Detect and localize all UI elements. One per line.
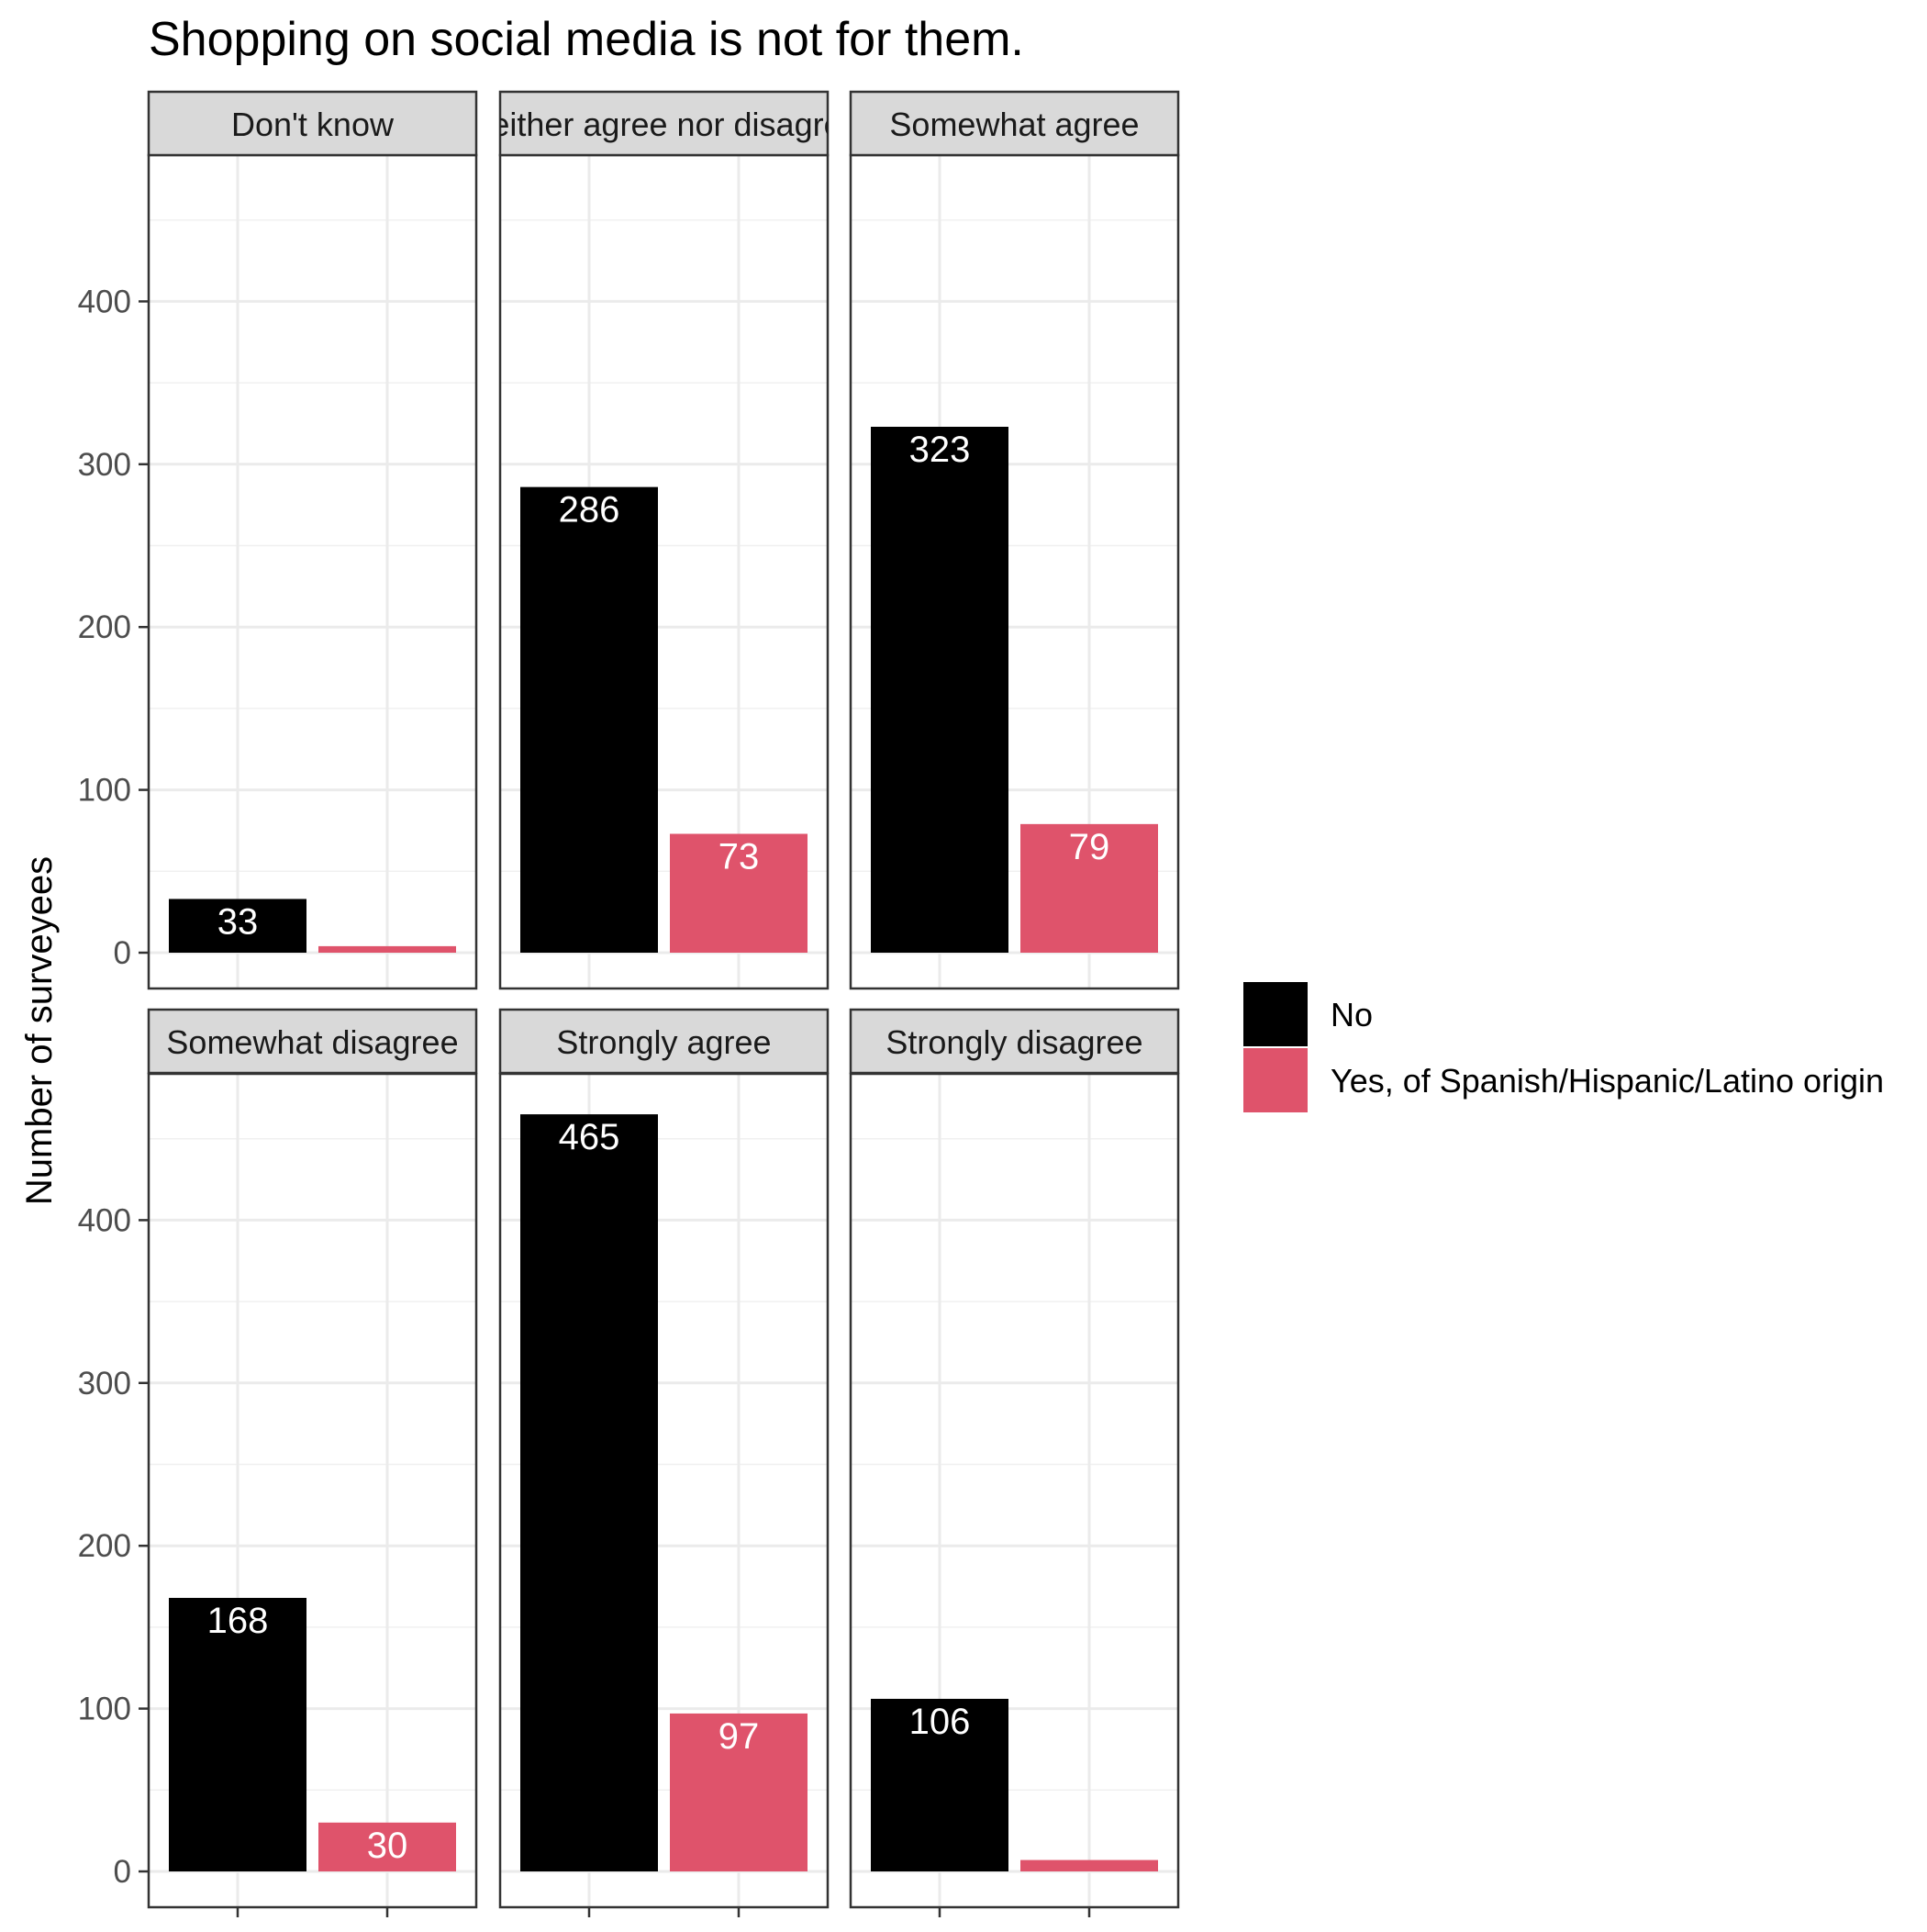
facet-strip: Neither agree nor disagree <box>467 90 860 157</box>
y-tick-label: 100 <box>78 773 131 809</box>
facet-strip: Strongly agree <box>498 1008 830 1075</box>
data-label: 30 <box>367 1826 408 1866</box>
strip-background <box>849 1008 1180 1075</box>
y-tick-label: 0 <box>114 1854 131 1890</box>
legend: No Yes, of Spanish/Hispanic/Latino origin <box>1243 982 1884 1112</box>
data-label: 33 <box>217 901 259 942</box>
strip-background <box>498 90 830 157</box>
strip-background <box>849 90 1180 157</box>
data-label: 106 <box>909 1702 971 1742</box>
facet-label: Strongly disagree <box>886 1023 1142 1061</box>
data-label: 323 <box>909 430 971 470</box>
legend-key <box>1243 1048 1308 1112</box>
facet-strip: Don't know <box>147 90 478 157</box>
legend-item: Yes, of Spanish/Hispanic/Latino origin <box>1243 1048 1884 1112</box>
bar <box>670 833 808 953</box>
strip-background <box>147 90 478 157</box>
facet-panel: 286 73 Neither agree nor disagree <box>467 90 860 990</box>
bar <box>169 899 306 953</box>
facet-label: Neither agree nor disagree <box>467 106 860 143</box>
bar <box>871 1698 1008 1871</box>
facet-panel: 106 Strongly disagree <box>849 1008 1180 1909</box>
facet-strip: Somewhat agree <box>849 90 1180 157</box>
bar <box>169 1597 306 1871</box>
facet-label: Somewhat agree <box>889 106 1139 143</box>
panel-background <box>149 155 476 988</box>
facet-panel: 33 Don't know <box>147 90 478 990</box>
bar <box>670 1713 808 1871</box>
y-tick-label: 0 <box>114 935 131 971</box>
legend-item: No <box>1243 982 1373 1046</box>
data-label: 465 <box>559 1117 620 1157</box>
data-label: 168 <box>207 1601 269 1641</box>
y-axis-label: Number of surveyees <box>19 856 60 1205</box>
facet-label: Don't know <box>231 106 395 143</box>
bar <box>318 1822 456 1871</box>
data-label: 286 <box>559 490 620 530</box>
bar <box>520 1114 658 1871</box>
facet-label: Somewhat disagree <box>166 1023 458 1061</box>
legend-key <box>1243 982 1308 1046</box>
bar <box>1020 1859 1158 1871</box>
bar <box>318 945 456 953</box>
y-tick-label: 100 <box>78 1692 131 1727</box>
y-tick-label: 300 <box>78 1366 131 1402</box>
facet-strip: Strongly disagree <box>849 1008 1180 1075</box>
bar <box>871 426 1008 953</box>
y-tick-label: 300 <box>78 447 131 483</box>
legend-label: No <box>1331 996 1373 1033</box>
facet-panel: 323 79 Somewhat agree <box>849 90 1180 990</box>
bar <box>520 486 658 953</box>
data-label: 79 <box>1069 827 1110 867</box>
strip-background <box>498 1008 830 1075</box>
y-tick-label: 400 <box>78 284 131 319</box>
bar <box>1020 823 1158 953</box>
data-label: 97 <box>718 1716 760 1757</box>
facet-label: Strongly agree <box>556 1023 771 1061</box>
legend-label: Yes, of Spanish/Hispanic/Latino origin <box>1331 1062 1884 1100</box>
data-label: 73 <box>718 836 760 877</box>
facet-strip: Somewhat disagree <box>147 1008 478 1075</box>
y-tick-label: 200 <box>78 1528 131 1564</box>
y-tick-label: 400 <box>78 1202 131 1238</box>
facet-panel: 465 97 Strongly agree <box>498 1008 830 1909</box>
facet-panel: 168 30 Somewhat disagree <box>147 1008 478 1909</box>
chart-title: Shopping on social media is not for them… <box>149 13 1024 66</box>
y-tick-label: 200 <box>78 609 131 645</box>
strip-background <box>147 1008 478 1075</box>
